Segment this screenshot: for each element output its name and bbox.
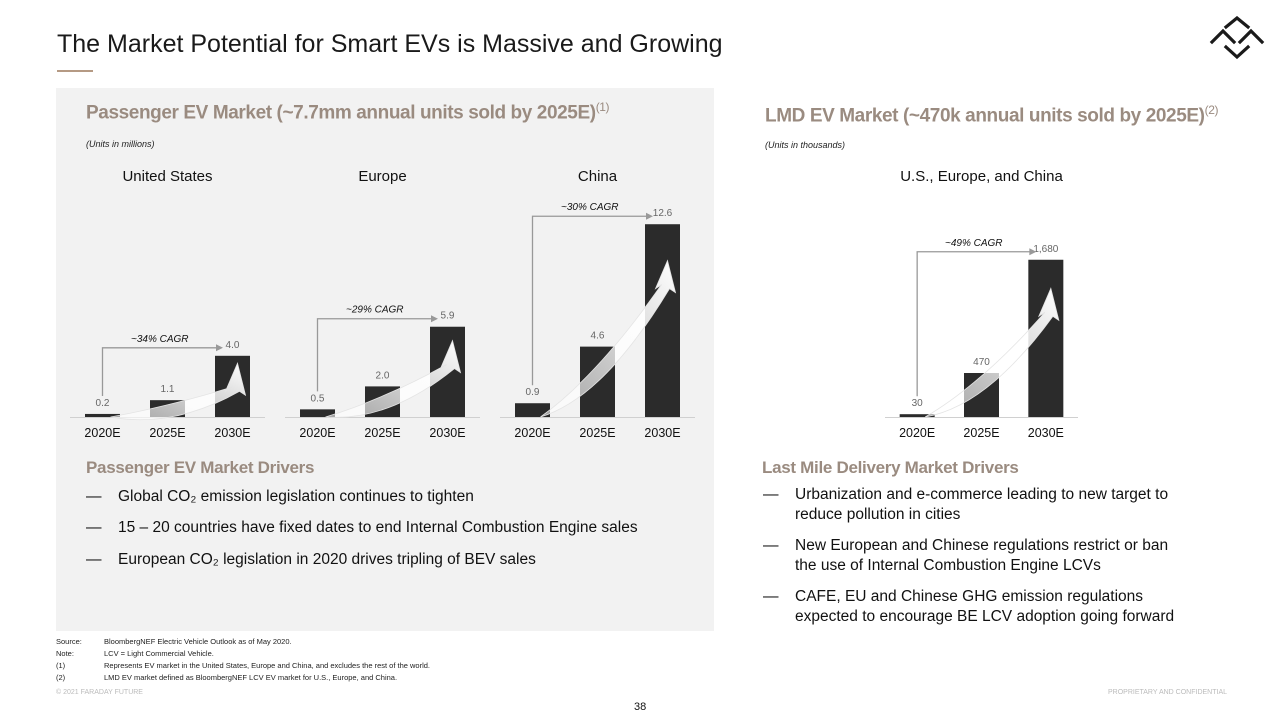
passenger-driver-3: — European CO₂ legislation in 2020 drive… — [86, 550, 706, 572]
category-label: 2020E — [84, 426, 120, 440]
bullet-dash: — — [86, 488, 102, 505]
driver-text-line1: Urbanization and e-commerce leading to n… — [795, 486, 1169, 503]
cagr-label: ~34% CAGR — [131, 334, 189, 345]
bar-value-label: 4.0 — [226, 340, 240, 351]
bar-value-label: 2.0 — [376, 370, 390, 381]
cagr-bracket — [316, 318, 432, 392]
bar-value-label: 1.1 — [161, 384, 175, 395]
bar-value-label: 0.2 — [96, 398, 110, 409]
category-label: 2025E — [364, 426, 400, 440]
growth-arrow — [110, 362, 247, 421]
bar-value-label: 1,680 — [1033, 244, 1058, 255]
footnote-1-text: Represents EV market in the United State… — [104, 661, 431, 670]
footnote-1-label: (1) — [56, 661, 66, 670]
footnote-note-label: Note: — [56, 649, 74, 658]
driver-text-line2: the use of Internal Combustion Engine LC… — [795, 556, 1101, 574]
category-label: 2020E — [514, 426, 550, 440]
driver-text-line2: reduce pollution in cities — [795, 505, 961, 523]
footnote-note-text: LCV = Light Commercial Vehicle. — [104, 649, 214, 658]
confidential-label: PROPRIETARY AND CONFIDENTIAL — [1108, 689, 1228, 696]
growth-arrow — [924, 287, 1060, 418]
footnote-2-text: LMD EV market defined as BloombergNEF LC… — [104, 673, 398, 682]
passenger-drivers-title: Passenger EV Market Drivers — [86, 458, 315, 477]
footnote-source-label: Source: — [56, 637, 82, 646]
lmd-driver-1: — Urbanization and e-commerce leading to… — [763, 485, 1263, 525]
cagr-bracket — [531, 215, 647, 386]
title-underline — [57, 70, 93, 72]
bullet-dash: — — [763, 588, 779, 605]
bar-value-label: 12.6 — [653, 208, 673, 219]
chart-title: U.S., Europe, and China — [900, 168, 1063, 185]
page-number: 38 — [634, 701, 647, 713]
bullet-dash: — — [86, 551, 102, 568]
growth-arrow — [325, 339, 462, 418]
lmd-ev-title-footnote: (2) — [1204, 103, 1219, 117]
cagr-label: ~49% CAGR — [945, 238, 1003, 249]
bullet-dash: — — [86, 519, 102, 536]
lmd-units-note: (Units in thousands) — [765, 140, 846, 150]
bar-value-label: 0.9 — [526, 387, 540, 398]
category-label: 2030E — [214, 426, 250, 440]
driver-text: 15 – 20 countries have fixed dates to en… — [118, 519, 638, 536]
lmd-ev-title-text: LMD EV Market (~470k annual units sold b… — [765, 105, 1205, 127]
driver-text-line1: CAFE, EU and Chinese GHG emission regula… — [795, 588, 1144, 605]
chart-title: United States — [122, 168, 212, 185]
cagr-bracket — [916, 251, 1031, 397]
category-label: 2030E — [1028, 426, 1064, 440]
bullet-dash: — — [763, 486, 779, 503]
lmd-drivers-title: Last Mile Delivery Market Drivers — [762, 458, 1019, 477]
footnote-2-label: (2) — [56, 673, 66, 682]
footnote-source-text: BloombergNEF Electric Vehicle Outlook as… — [104, 637, 292, 646]
passenger-ev-title-footnote: (1) — [595, 100, 610, 114]
lmd-driver-2: — New European and Chinese regulations r… — [763, 536, 1263, 576]
category-label: 2020E — [899, 426, 935, 440]
bar-value-label: 0.5 — [311, 393, 325, 404]
cagr-label: ~30% CAGR — [561, 202, 619, 213]
cagr-arrowhead — [431, 315, 438, 323]
bar-value-label: 470 — [973, 357, 990, 368]
driver-text: Global CO₂ emission legislation continue… — [118, 488, 474, 505]
page-title: The Market Potential for Smart EVs is Ma… — [57, 30, 723, 58]
bar-value-label: 30 — [912, 398, 924, 409]
copyright: © 2021 FARADAY FUTURE — [56, 689, 143, 696]
bar-2020E — [300, 409, 335, 417]
driver-text-line2: expected to encourage BE LCV adoption go… — [795, 607, 1175, 625]
bar-2020E — [899, 414, 935, 417]
bar-2020E — [515, 403, 550, 417]
chart-title: China — [578, 168, 618, 185]
bullet-dash: — — [763, 537, 779, 554]
bar-2030E — [645, 224, 680, 417]
passenger-ev-title: Passenger EV Market (~7.7mm annual units… — [86, 100, 610, 124]
bar-value-label: 5.9 — [441, 311, 455, 322]
category-label: 2030E — [644, 426, 680, 440]
category-label: 2025E — [963, 426, 999, 440]
driver-text-line1: New European and Chinese regulations res… — [795, 537, 1169, 554]
faraday-future-logo-icon — [1209, 16, 1265, 60]
chart-title: Europe — [358, 168, 406, 185]
cagr-arrowhead — [1029, 248, 1037, 256]
passenger-driver-1: — Global CO₂ emission legislation contin… — [86, 487, 706, 509]
lmd-driver-3: — CAFE, EU and Chinese GHG emission regu… — [763, 587, 1263, 627]
growth-arrow — [540, 259, 677, 418]
bar-2020E — [85, 413, 120, 417]
passenger-units-note: (Units in millions) — [86, 139, 155, 149]
driver-text: European CO₂ legislation in 2020 drives … — [118, 551, 536, 568]
category-label: 2030E — [429, 426, 465, 440]
lmd-ev-title: LMD EV Market (~470k annual units sold b… — [765, 103, 1218, 127]
category-label: 2025E — [579, 426, 615, 440]
cagr-bracket — [101, 347, 217, 396]
cagr-arrowhead — [646, 212, 653, 220]
cagr-arrowhead — [216, 344, 223, 352]
cagr-label: ~29% CAGR — [346, 305, 404, 316]
category-label: 2025E — [149, 426, 185, 440]
bar-value-label: 4.6 — [591, 331, 605, 342]
passenger-ev-title-text: Passenger EV Market (~7.7mm annual units… — [86, 102, 596, 124]
category-label: 2020E — [299, 426, 335, 440]
passenger-driver-2: — 15 – 20 countries have fixed dates to … — [86, 518, 706, 540]
